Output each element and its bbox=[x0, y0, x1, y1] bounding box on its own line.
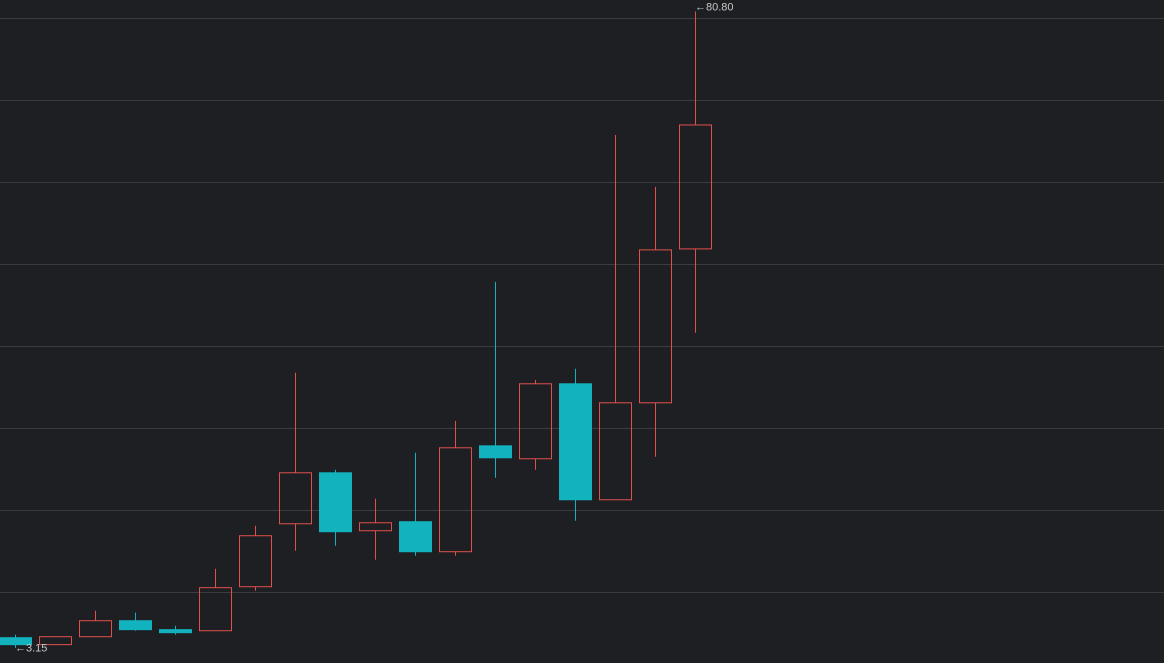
candle-body bbox=[439, 447, 472, 553]
candle-body bbox=[119, 620, 152, 631]
candle-body bbox=[479, 445, 512, 459]
candle-body bbox=[519, 383, 552, 460]
candle-body bbox=[599, 402, 632, 501]
min-label: ←3.15 bbox=[15, 643, 47, 655]
candle-body bbox=[39, 636, 72, 646]
candle-body bbox=[639, 249, 672, 404]
candle-body bbox=[279, 472, 312, 525]
candle-body bbox=[239, 535, 272, 588]
candle-body bbox=[159, 629, 192, 634]
candle-body bbox=[0, 637, 32, 646]
candle-body bbox=[679, 124, 712, 250]
candle-body bbox=[79, 620, 112, 638]
max-label: ←80.80 bbox=[695, 1, 734, 13]
candle-body bbox=[319, 472, 352, 533]
candle-body bbox=[559, 383, 592, 501]
candle-body bbox=[359, 522, 392, 532]
candle-body bbox=[399, 521, 432, 553]
candle-body bbox=[199, 587, 232, 632]
